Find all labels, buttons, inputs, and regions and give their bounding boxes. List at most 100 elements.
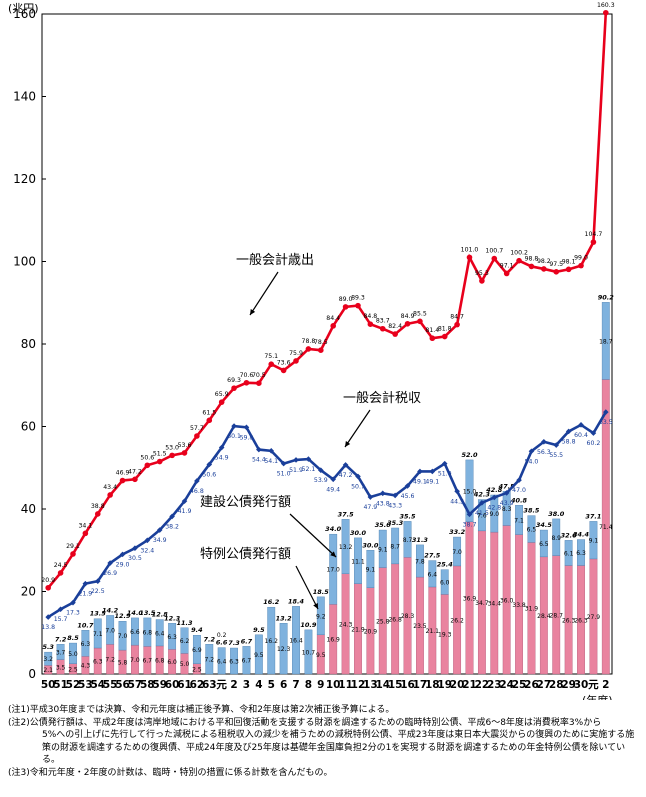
- bar-construction-label: 13.2: [339, 544, 353, 551]
- bar-total-label: 14.0: [127, 609, 144, 617]
- x-tick-label: 18: [425, 679, 440, 691]
- bar-construction-label: 6.5: [539, 541, 549, 548]
- bar-special-label: 27.9: [587, 614, 601, 621]
- point-tax: [268, 448, 275, 454]
- bar-total-label: 38.5: [523, 507, 540, 515]
- bar-total-label: 12.8: [152, 611, 169, 619]
- bar-construction-label: 10.7: [302, 649, 316, 656]
- spending-label: 38.8: [91, 503, 105, 510]
- spending-label: 53.0: [165, 444, 179, 451]
- bar-special-label: 2.5: [192, 666, 202, 673]
- point-spending: [454, 321, 460, 328]
- spending-label: 104.7: [585, 231, 603, 238]
- note-2-cont: 策の財源を調達するための復興債、平成24年度及び25年度は基礎年金国庫負担2分の…: [42, 742, 626, 766]
- tax-label: 60.4: [574, 432, 588, 439]
- point-tax: [132, 545, 138, 551]
- point-spending: [553, 269, 560, 275]
- point-spending: [466, 254, 473, 261]
- point-tax: [243, 424, 250, 431]
- bar-construction-label: 5.0: [68, 651, 78, 658]
- bar-construction: [552, 518, 561, 556]
- x-tick-label: 10: [326, 679, 341, 691]
- point-spending: [305, 346, 312, 352]
- x-tick-label: 20: [450, 679, 465, 691]
- bar-construction-label: 16.4: [289, 638, 303, 645]
- arrow-special-head: [313, 603, 318, 609]
- x-tick-label: 19: [437, 679, 452, 691]
- bar-total-label: 47.5: [499, 482, 516, 490]
- bar-construction-label: 8.3: [502, 506, 512, 513]
- spending-label: 95.3: [475, 270, 489, 277]
- spending-label: 43.4: [103, 484, 117, 491]
- bar-construction: [217, 647, 226, 675]
- bar-construction-label: 6.8: [143, 630, 153, 637]
- bar-construction-label: 6.2: [180, 638, 190, 645]
- tax-label: 56.3: [537, 449, 551, 456]
- bar-construction: [168, 623, 177, 650]
- bar-construction: [391, 527, 400, 565]
- point-spending: [318, 347, 324, 353]
- x-tick-label: 3: [243, 679, 250, 691]
- spending-label: 84.9: [401, 313, 415, 320]
- bar-construction: [279, 623, 288, 675]
- tax-label: 43.8: [376, 500, 390, 507]
- bar-total-label: 13.2: [276, 614, 293, 622]
- point-spending: [45, 584, 51, 591]
- bar-construction: [564, 540, 573, 566]
- point-spending: [503, 270, 510, 277]
- tax-label: 32.4: [140, 547, 154, 554]
- bar-special-label: 3.5: [56, 664, 66, 671]
- bar-construction: [354, 537, 362, 584]
- bar-total-label: 90.2: [598, 293, 615, 301]
- x-tick-label: 56: [115, 679, 130, 691]
- bar-special-label: 7.2: [105, 657, 115, 664]
- bar-construction: [180, 627, 189, 654]
- spending-label: 69.3: [227, 377, 241, 384]
- bar-construction-label: 7.2: [205, 657, 215, 664]
- spending-label: 57.7: [190, 425, 204, 432]
- tax-label: 54.9: [215, 455, 229, 462]
- x-tick-label: 7: [292, 679, 299, 691]
- arrow-construction-head: [330, 551, 336, 557]
- tax-label: 34.9: [153, 537, 167, 544]
- point-spending: [491, 255, 498, 262]
- bar-total-label: 35.5: [400, 512, 417, 520]
- tax-label: 59.8: [240, 434, 254, 441]
- x-tick-label: 元: [588, 679, 599, 691]
- bar-total-label: 42.3: [474, 491, 491, 499]
- tax-label: 47.2: [339, 472, 353, 479]
- bar-total-label: 33.2: [449, 528, 466, 536]
- point-tax: [181, 498, 188, 504]
- spending-label: 47.2: [128, 468, 142, 475]
- x-tick-label: 13: [363, 679, 378, 691]
- tax-label: 54.1: [264, 458, 278, 465]
- point-tax: [194, 478, 200, 484]
- point-spending: [479, 278, 485, 284]
- bar-special-label: 9.5: [316, 652, 326, 659]
- x-tick-label: 9: [317, 679, 324, 691]
- spending-label: 98.2: [537, 258, 551, 265]
- bar-special-label: 28.7: [550, 612, 564, 619]
- x-tick-label: 54: [90, 679, 105, 691]
- bar-construction-label: 17.0: [327, 567, 341, 574]
- bar-special-label: 20.9: [364, 628, 378, 635]
- bar-construction: [267, 606, 276, 675]
- point-tax: [70, 599, 76, 606]
- point-spending: [94, 511, 101, 517]
- spending-label: 99.0: [574, 255, 588, 262]
- bar-total-label: 7.2: [55, 635, 67, 643]
- bar-construction: [539, 529, 548, 558]
- bar-total-label: 5.3: [42, 643, 54, 651]
- bar-total-label: 10.9: [300, 621, 317, 629]
- x-axis-label: (年度): [582, 693, 613, 700]
- bar-construction: [230, 647, 238, 675]
- bar-total-label: 38.0: [548, 510, 565, 518]
- bar-total-label: 34.5: [536, 521, 553, 529]
- label-construction: 建設公債発行額: [200, 494, 291, 510]
- point-tax: [441, 460, 448, 467]
- tax-label: 47.9: [363, 504, 377, 511]
- bar-construction-label: 6.4: [428, 571, 438, 578]
- point-spending: [119, 477, 126, 484]
- spending-label: 46.9: [116, 470, 130, 477]
- bar-construction: [428, 560, 437, 588]
